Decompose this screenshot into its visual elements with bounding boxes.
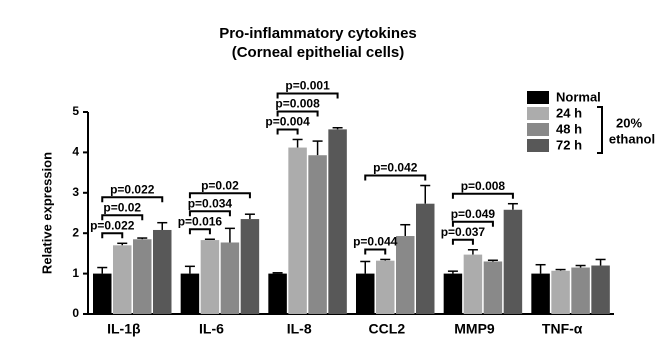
bar: [531, 273, 550, 314]
significance-bracket: [188, 192, 251, 199]
legend-group-label: ethanol: [609, 131, 655, 146]
legend-label: 48 h: [556, 121, 582, 136]
bar: [308, 155, 327, 314]
x-tick-label: MMP9: [454, 321, 495, 337]
significance-bracket: [101, 196, 164, 203]
x-tick-label: CCL2: [369, 321, 406, 337]
legend-swatch: [527, 107, 549, 120]
significance-bracket: [276, 128, 299, 135]
y-tick-label: 1: [72, 266, 79, 280]
chart-title: Pro-inflammatory cytokines: [219, 25, 417, 42]
x-tick-label: TNF-α: [542, 321, 583, 337]
legend-swatch: [527, 123, 549, 136]
bar: [153, 229, 172, 314]
chart-subtitle: (Corneal epithelial cells): [232, 44, 405, 61]
bar: [328, 129, 347, 314]
p-value-label: p=0.016: [178, 214, 223, 228]
legend-swatch: [527, 139, 549, 152]
bar: [268, 273, 287, 314]
x-tick-label: IL-1β: [107, 321, 141, 337]
significance-bracket: [101, 232, 124, 239]
significance-bracket: [101, 214, 144, 221]
bar: [288, 147, 307, 314]
bar: [463, 254, 483, 314]
y-axis-label: Relative expression: [39, 152, 54, 274]
bar: [356, 273, 375, 314]
legend-label: 72 h: [556, 137, 582, 152]
significance-bracket: [188, 228, 211, 235]
bar: [240, 219, 260, 314]
significance-bracket: [364, 248, 387, 255]
p-value-label: p=0.037: [441, 225, 486, 239]
p-value-label: p=0.042: [373, 161, 418, 175]
bar: [180, 273, 200, 314]
p-value-label: p=0.001: [285, 79, 330, 93]
significance-bracket: [451, 238, 474, 245]
y-tick-label: 0: [72, 306, 79, 320]
y-tick-label: 2: [72, 225, 79, 239]
legend-bracket: [597, 106, 603, 154]
y-tick-label: 5: [72, 104, 79, 118]
significance-bracket: [276, 110, 319, 117]
bar: [396, 236, 415, 314]
bar: [443, 273, 463, 314]
legend-swatch: [527, 91, 549, 104]
bar: [503, 209, 523, 314]
p-value-label: p=0.044: [353, 235, 398, 249]
p-value-label: p=0.022: [110, 182, 155, 196]
p-value-label: p=0.049: [451, 207, 496, 221]
p-value-label: p=0.008: [275, 97, 320, 111]
p-value-label: p=0.008: [461, 179, 506, 193]
p-value-label: p=0.02: [103, 200, 141, 214]
bar: [133, 239, 152, 314]
bar: [483, 261, 503, 314]
p-value-label: p=0.02: [201, 178, 239, 192]
legend-label: 24 h: [556, 105, 582, 120]
significance-bracket: [188, 210, 231, 217]
bar: [200, 240, 220, 314]
significance-bracket: [451, 192, 514, 199]
significance-bracket: [364, 174, 427, 181]
bar: [93, 273, 112, 314]
significance-bracket: [276, 92, 339, 99]
p-value-label: p=0.034: [188, 196, 233, 210]
p-value-label: p=0.022: [90, 218, 135, 232]
legend-group-label: 20%: [616, 115, 642, 130]
bar: [113, 245, 132, 314]
significance-bracket: [451, 220, 494, 227]
bar: [591, 265, 610, 314]
bar: [220, 242, 240, 314]
bar: [376, 260, 395, 314]
x-tick-label: IL-8: [287, 321, 312, 337]
y-tick-label: 4: [72, 145, 79, 159]
bar: [571, 267, 590, 314]
y-tick-label: 3: [72, 185, 79, 199]
bar: [551, 270, 570, 314]
legend-label: Normal: [556, 89, 601, 104]
x-tick-label: IL-6: [199, 321, 224, 337]
p-value-label: p=0.004: [265, 115, 310, 129]
bar: [416, 203, 435, 314]
